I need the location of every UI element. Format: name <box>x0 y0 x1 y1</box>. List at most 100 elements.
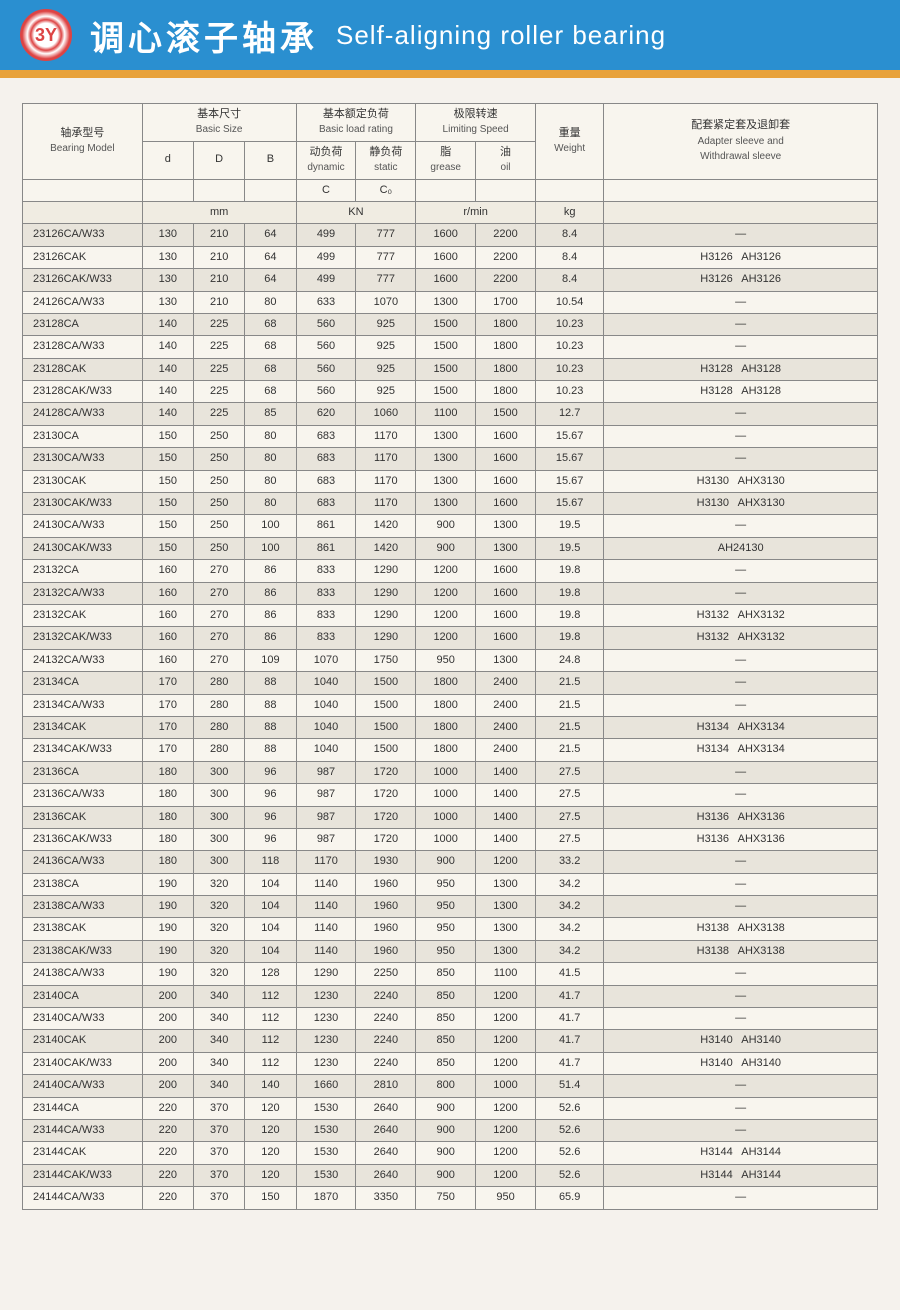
cell-value: — <box>604 851 878 873</box>
cell-value: 34.2 <box>535 918 603 940</box>
cell-value: 1230 <box>296 985 356 1007</box>
cell-value: 180 <box>142 851 193 873</box>
table-row: 23136CAK1803009698717201000140027.5H3136… <box>23 806 878 828</box>
cell-value: 1530 <box>296 1097 356 1119</box>
cell-value: — <box>604 1075 878 1097</box>
cell-value: 1600 <box>416 224 476 246</box>
table-row: 23132CAK/W331602708683312901200160019.8H… <box>23 627 878 649</box>
cell-value: 1800 <box>416 716 476 738</box>
cell-value: 950 <box>476 1187 536 1209</box>
cell-model: 24140CA/W33 <box>23 1075 143 1097</box>
cell-value: 128 <box>245 963 296 985</box>
cell-value: 1300 <box>476 940 536 962</box>
cell-value: 180 <box>142 784 193 806</box>
cell-model: 23136CAK <box>23 806 143 828</box>
table-row: 23126CAK13021064499777160022008.4H3126 A… <box>23 246 878 268</box>
cell-value: 800 <box>416 1075 476 1097</box>
cell-value: H3128 AH3128 <box>604 358 878 380</box>
cell-value: 150 <box>245 1187 296 1209</box>
cell-value: — <box>604 291 878 313</box>
cell-value: — <box>604 784 878 806</box>
cell-model: 23136CAK/W33 <box>23 828 143 850</box>
cell-value: 1170 <box>296 851 356 873</box>
cell-model: 23140CA <box>23 985 143 1007</box>
cell-value: 1300 <box>476 537 536 559</box>
cell-value: 1720 <box>356 784 416 806</box>
cell-value: 100 <box>245 537 296 559</box>
cell-value: 120 <box>245 1097 296 1119</box>
cell-value: 560 <box>296 381 356 403</box>
brand-logo: 3Y <box>20 9 72 61</box>
cell-value: 370 <box>193 1187 244 1209</box>
cell-model: 24138CA/W33 <box>23 963 143 985</box>
cell-value: 850 <box>416 985 476 1007</box>
table-row: 23128CA140225685609251500180010.23— <box>23 313 878 335</box>
table-row: 23134CA/W3317028088104015001800240021.5— <box>23 694 878 716</box>
cell-value: 41.7 <box>535 1052 603 1074</box>
cell-value: 1530 <box>296 1119 356 1141</box>
table-row: 23128CAK140225685609251500180010.23H3128… <box>23 358 878 380</box>
cell-value: 1800 <box>476 313 536 335</box>
table-row: 23136CAK/W331803009698717201000140027.5H… <box>23 828 878 850</box>
cell-value: 1200 <box>416 582 476 604</box>
cell-model: 23130CA/W33 <box>23 448 143 470</box>
cell-value: 950 <box>416 918 476 940</box>
cell-value: 112 <box>245 1052 296 1074</box>
cell-value: 96 <box>245 828 296 850</box>
cell-value: 170 <box>142 694 193 716</box>
cell-value: 210 <box>193 269 244 291</box>
cell-value: 112 <box>245 1008 296 1030</box>
cell-value: 220 <box>142 1097 193 1119</box>
cell-value: 19.8 <box>535 560 603 582</box>
cell-model: 23126CA/W33 <box>23 224 143 246</box>
cell-value: 19.8 <box>535 627 603 649</box>
cell-value: 1200 <box>476 1164 536 1186</box>
cell-value: 320 <box>193 940 244 962</box>
cell-value: 1300 <box>416 493 476 515</box>
table-row: 23130CAK/W331502508068311701300160015.67… <box>23 493 878 515</box>
cell-value: 1290 <box>356 582 416 604</box>
table-row: 24132CA/W3316027010910701750950130024.8— <box>23 649 878 671</box>
cell-value: 750 <box>416 1187 476 1209</box>
cell-value: 900 <box>416 1119 476 1141</box>
cell-value: 12.7 <box>535 403 603 425</box>
cell-value: 340 <box>193 1030 244 1052</box>
cell-value: 104 <box>245 896 296 918</box>
cell-value: 925 <box>356 358 416 380</box>
cell-value: — <box>604 448 878 470</box>
cell-value: 2240 <box>356 1052 416 1074</box>
cell-model: 23128CA/W33 <box>23 336 143 358</box>
cell-value: 150 <box>142 493 193 515</box>
cell-value: 8.4 <box>535 224 603 246</box>
cell-value: 370 <box>193 1119 244 1141</box>
table-row: 23144CA22037012015302640900120052.6— <box>23 1097 878 1119</box>
cell-value: — <box>604 336 878 358</box>
cell-value: 900 <box>416 851 476 873</box>
cell-value: 96 <box>245 761 296 783</box>
cell-value: 80 <box>245 470 296 492</box>
cell-value: 8.4 <box>535 269 603 291</box>
cell-value: 1660 <box>296 1075 356 1097</box>
cell-value: 1400 <box>476 784 536 806</box>
cell-value: 112 <box>245 1030 296 1052</box>
cell-value: — <box>604 515 878 537</box>
cell-value: 987 <box>296 828 356 850</box>
cell-value: — <box>604 873 878 895</box>
cell-value: 833 <box>296 582 356 604</box>
cell-value: 1100 <box>476 963 536 985</box>
cell-value: 80 <box>245 425 296 447</box>
title-en: Self-aligning roller bearing <box>336 20 666 51</box>
cell-value: 190 <box>142 918 193 940</box>
cell-value: 34.2 <box>535 940 603 962</box>
cell-value: 1000 <box>416 806 476 828</box>
cell-value: 160 <box>142 582 193 604</box>
table-row: 23138CA/W3319032010411401960950130034.2— <box>23 896 878 918</box>
cell-value: 160 <box>142 604 193 626</box>
table-row: 23144CAK/W3322037012015302640900120052.6… <box>23 1164 878 1186</box>
cell-value: 1300 <box>416 470 476 492</box>
table-row: 23136CA1803009698717201000140027.5— <box>23 761 878 783</box>
cell-value: 170 <box>142 672 193 694</box>
cell-value: 10.23 <box>535 381 603 403</box>
cell-value: 41.7 <box>535 1008 603 1030</box>
cell-value: 1500 <box>356 672 416 694</box>
